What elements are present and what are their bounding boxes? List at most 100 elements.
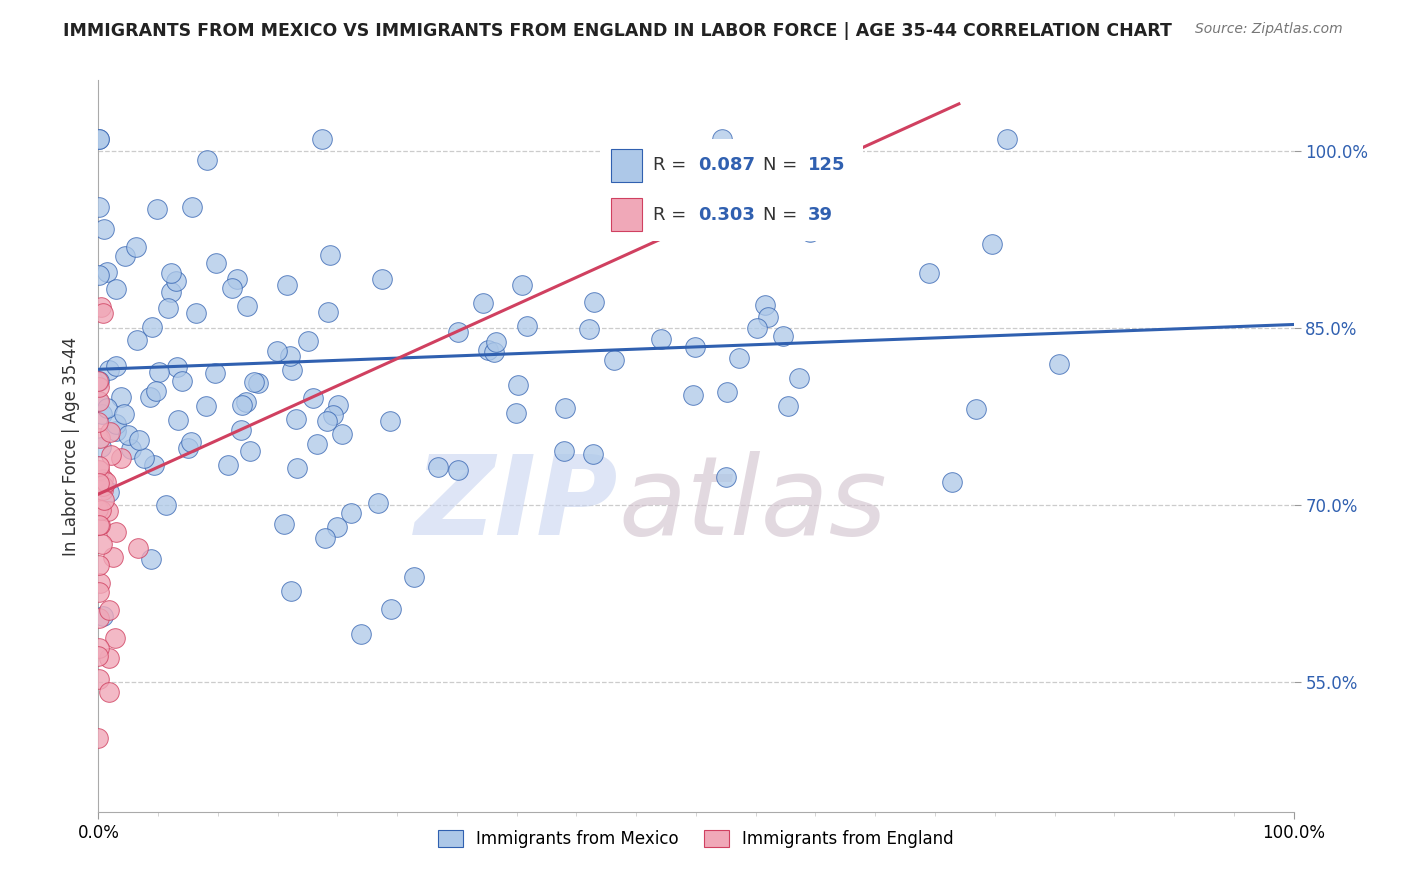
Point <box>221 281 243 295</box>
Point <box>778 399 800 413</box>
Point <box>330 427 353 442</box>
Point <box>194 399 217 413</box>
Point <box>446 463 468 477</box>
Point <box>554 401 576 415</box>
Point <box>280 349 302 363</box>
Point <box>314 532 336 546</box>
Point <box>506 377 529 392</box>
Point <box>599 190 621 204</box>
Point <box>447 325 470 339</box>
Point <box>141 319 163 334</box>
Point <box>380 602 402 616</box>
Point <box>326 397 349 411</box>
Point <box>97 504 120 518</box>
Point <box>146 202 169 216</box>
Point <box>98 485 121 500</box>
Point <box>186 306 208 320</box>
Point <box>90 503 112 517</box>
Point <box>728 351 751 365</box>
Point <box>110 451 132 466</box>
Point <box>132 451 155 466</box>
Point <box>981 237 1004 252</box>
Point <box>87 641 110 656</box>
Point <box>90 440 112 454</box>
Point <box>471 296 494 310</box>
Point <box>239 444 262 458</box>
Point <box>156 301 179 315</box>
Point <box>217 458 239 472</box>
Point <box>371 272 394 286</box>
Point <box>104 631 127 645</box>
Point <box>204 256 226 270</box>
Point <box>87 649 110 664</box>
Point <box>87 394 110 409</box>
Point <box>105 424 128 438</box>
Point <box>110 390 132 404</box>
Point <box>98 685 121 699</box>
Point <box>243 376 266 390</box>
Point <box>716 470 738 484</box>
Point <box>128 434 150 448</box>
Point <box>578 322 600 336</box>
Point <box>160 266 183 280</box>
Point <box>117 428 139 442</box>
Point <box>485 334 508 349</box>
Point <box>167 413 190 427</box>
Point <box>87 132 110 146</box>
Point <box>96 401 118 415</box>
Point <box>172 374 194 388</box>
Point <box>756 310 779 324</box>
Point <box>754 298 776 312</box>
Point <box>231 423 253 437</box>
Point <box>112 407 135 421</box>
Point <box>603 353 626 368</box>
Point <box>155 498 177 512</box>
Point <box>995 132 1018 146</box>
Point <box>104 282 127 296</box>
Point <box>91 306 114 320</box>
Point <box>1047 357 1070 371</box>
Point <box>87 731 110 746</box>
Point <box>683 340 706 354</box>
Point <box>349 627 371 641</box>
Point <box>378 414 401 428</box>
Point <box>91 479 114 493</box>
Y-axis label: In Labor Force | Age 35-44: In Labor Force | Age 35-44 <box>62 336 80 556</box>
Point <box>93 222 115 236</box>
Point <box>91 483 114 497</box>
Point <box>104 524 127 539</box>
Point <box>139 390 162 404</box>
Point <box>90 300 112 314</box>
Point <box>98 651 121 665</box>
Point <box>582 447 605 461</box>
Point <box>97 603 120 617</box>
Point <box>87 502 110 516</box>
Point <box>427 460 450 475</box>
Point <box>180 200 202 214</box>
Point <box>165 274 187 288</box>
Point <box>235 395 257 409</box>
Text: ZIP: ZIP <box>415 451 619 558</box>
Point <box>316 305 339 319</box>
Point <box>236 299 259 313</box>
Point <box>716 384 738 399</box>
Point <box>280 584 302 599</box>
Point <box>96 265 118 279</box>
Point <box>322 408 344 422</box>
Point <box>145 384 167 398</box>
Point <box>772 328 794 343</box>
Point <box>87 475 110 490</box>
Point <box>143 458 166 472</box>
Point <box>484 344 506 359</box>
Point <box>918 266 941 280</box>
Point <box>266 344 288 359</box>
Text: atlas: atlas <box>619 451 887 558</box>
Point <box>650 332 672 346</box>
Point <box>89 380 111 394</box>
Point <box>505 406 527 420</box>
Point <box>281 362 304 376</box>
Point <box>100 425 122 439</box>
Point <box>176 441 198 455</box>
Point <box>104 359 127 373</box>
Point <box>91 537 114 551</box>
